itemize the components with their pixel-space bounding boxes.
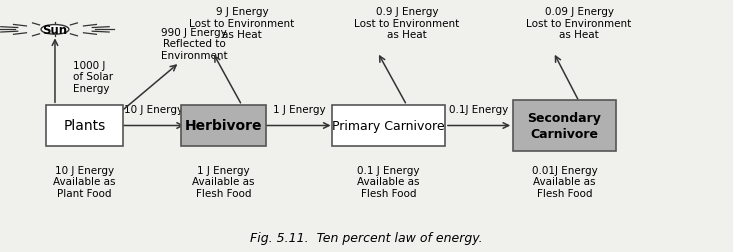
Text: Secondary
Carnivore: Secondary Carnivore: [528, 112, 601, 140]
Text: 1000 J
of Solar
Energy: 1000 J of Solar Energy: [73, 60, 114, 93]
FancyBboxPatch shape: [331, 105, 446, 147]
Text: 990 J Energy
Reflected to
Environment: 990 J Energy Reflected to Environment: [161, 27, 227, 60]
Text: 0.9 J Energy
Lost to Environment
as Heat: 0.9 J Energy Lost to Environment as Heat: [354, 7, 460, 40]
Text: 1 J Energy: 1 J Energy: [273, 105, 325, 115]
Text: 9 J Energy
Lost to Environment
as Heat: 9 J Energy Lost to Environment as Heat: [189, 7, 295, 40]
Text: 0.09 J Energy
Lost to Environment
as Heat: 0.09 J Energy Lost to Environment as Hea…: [526, 7, 632, 40]
Text: 0.1J Energy: 0.1J Energy: [449, 105, 508, 115]
FancyBboxPatch shape: [182, 105, 265, 147]
Text: Plants: Plants: [63, 119, 106, 133]
Text: Sun: Sun: [43, 24, 67, 37]
Text: Primary Carnivore: Primary Carnivore: [332, 119, 445, 133]
Text: Fig. 5.11.  Ten percent law of energy.: Fig. 5.11. Ten percent law of energy.: [250, 232, 483, 244]
Text: 0.1 J Energy
Available as
Flesh Food: 0.1 J Energy Available as Flesh Food: [357, 165, 420, 198]
Text: 10 J Energy: 10 J Energy: [125, 105, 183, 115]
Circle shape: [41, 25, 69, 35]
FancyBboxPatch shape: [513, 101, 616, 151]
FancyBboxPatch shape: [45, 105, 122, 147]
Text: 1 J Energy
Available as
Flesh Food: 1 J Energy Available as Flesh Food: [192, 165, 255, 198]
Text: 10 J Energy
Available as
Plant Food: 10 J Energy Available as Plant Food: [53, 165, 116, 198]
Text: 0.01J Energy
Available as
Flesh Food: 0.01J Energy Available as Flesh Food: [531, 165, 597, 198]
Text: Herbivore: Herbivore: [185, 119, 262, 133]
